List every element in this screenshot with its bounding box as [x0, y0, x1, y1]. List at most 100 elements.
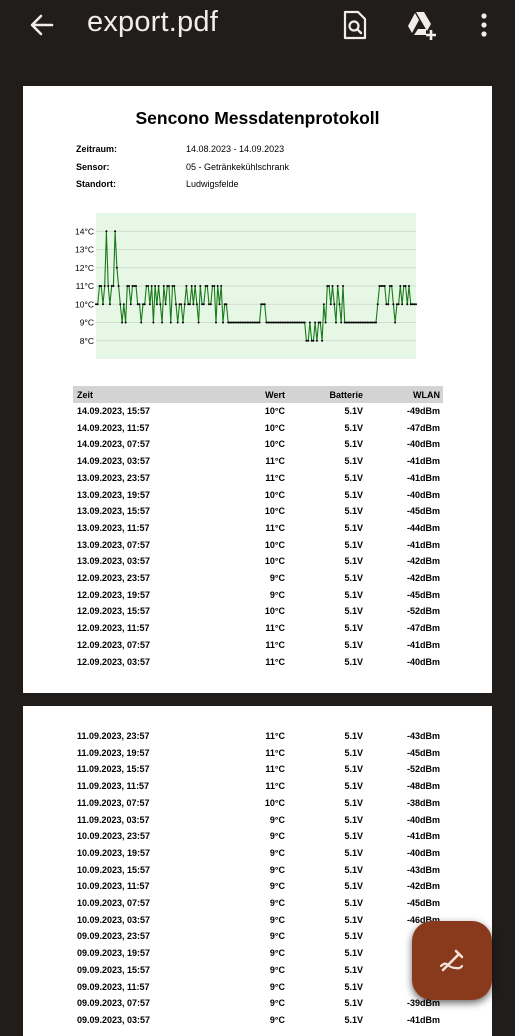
- data-point: [310, 339, 313, 342]
- meta-value: Ludwigsfelde: [186, 179, 239, 189]
- cell-zeit: 12.09.2023, 23:57: [77, 573, 151, 583]
- data-point: [220, 285, 223, 287]
- cell-wert: 9°C: [269, 898, 285, 908]
- meta-value: 14.08.2023 - 14.09.2023: [186, 144, 285, 154]
- y-tick-label: 14°C: [75, 226, 94, 236]
- cell-wert: 9°C: [269, 914, 285, 925]
- data-point: [100, 285, 103, 287]
- data-point: [321, 339, 324, 342]
- data-point: [361, 321, 364, 324]
- data-point: [355, 321, 358, 324]
- table-row: 13.09.2023, 19:57 10°C 5.1V -40dBm: [73, 487, 443, 503]
- cell-wlan: -46dBm: [406, 914, 440, 925]
- data-point: [136, 303, 139, 306]
- cell-zeit: 09.09.2023, 23:57: [77, 931, 151, 942]
- cell-wlan: -45dBm: [406, 506, 440, 517]
- table-row: 11.09.2023, 19:57 11°C 5.1V -45dBm: [73, 745, 443, 761]
- data-point: [296, 321, 299, 324]
- cell-wert: 11°C: [265, 731, 285, 741]
- data-point: [390, 285, 393, 287]
- data-point: [387, 303, 390, 306]
- pdf-page-1[interactable]: Sencono Messdatenprotokoll Zeitraum: 14.…: [23, 86, 492, 693]
- data-point: [121, 321, 124, 324]
- data-point: [308, 321, 311, 324]
- data-point: [96, 303, 99, 306]
- data-point: [340, 321, 343, 324]
- table-row: 13.09.2023, 11:57 11°C 5.1V -44dBm: [73, 520, 443, 536]
- cell-wlan: -44dBm: [406, 522, 440, 533]
- cell-wlan: -38dBm: [406, 797, 440, 808]
- data-point: [395, 303, 398, 306]
- data-point: [303, 321, 306, 324]
- data-point: [148, 303, 151, 306]
- data-point: [129, 303, 132, 306]
- cell-zeit: 11.09.2023, 15:57: [77, 764, 150, 775]
- cell-wlan: -40dBm: [406, 814, 440, 825]
- cell-wlan: -40dBm: [406, 847, 440, 858]
- cell-batterie: 5.1V: [344, 847, 363, 858]
- col-wlan: WLAN: [413, 390, 440, 400]
- col-wert: Wert: [265, 390, 285, 400]
- data-point: [169, 321, 172, 324]
- cell-zeit: 13.09.2023, 03:57: [77, 556, 151, 567]
- cell-wlan: -43dBm: [406, 731, 440, 741]
- data-point: [255, 321, 257, 324]
- table-row: 09.09.2023, 15:579°C5.1V-: [73, 962, 443, 978]
- cell-wert: 9°C: [269, 864, 285, 875]
- data-point: [357, 321, 360, 324]
- data-point: [171, 285, 174, 287]
- edit-fab-button[interactable]: [412, 921, 492, 1000]
- data-point: [362, 321, 365, 324]
- data-point: [251, 321, 254, 324]
- data-point: [180, 303, 183, 306]
- cell-zeit: 12.09.2023, 15:57: [77, 606, 151, 617]
- more-options-icon[interactable]: [467, 8, 501, 42]
- cell-zeit: 12.09.2023, 07:57: [77, 639, 151, 650]
- cell-wlan: -45dBm: [406, 898, 440, 908]
- cell-wert: 10°C: [264, 439, 285, 450]
- data-point: [95, 303, 97, 306]
- data-point: [375, 321, 377, 324]
- table-row: 10.09.2023, 15:57 9°C 5.1V -43dBm: [73, 862, 443, 878]
- data-point: [409, 303, 412, 306]
- data-point: [235, 321, 238, 324]
- table-row: 10.09.2023, 19:57 9°C 5.1V -40dBm: [73, 845, 443, 861]
- cell-batterie: 5.1V: [344, 731, 363, 741]
- data-point: [336, 285, 339, 287]
- data-point: [314, 321, 317, 324]
- add-to-drive-icon[interactable]: [404, 8, 438, 42]
- cell-zeit: 11.09.2023, 19:57: [77, 747, 150, 758]
- cell-batterie: 5.1V: [344, 797, 363, 808]
- data-point: [366, 321, 369, 324]
- table-row: 14.09.2023, 03:57 11°C 5.1V -41dBm: [73, 453, 443, 469]
- data-point: [326, 285, 329, 287]
- data-point: [185, 285, 188, 287]
- cell-batterie: 5.1V: [344, 489, 363, 500]
- cell-wert: 9°C: [269, 981, 285, 992]
- cell-zeit: 14.09.2023, 11:57: [77, 422, 150, 433]
- cell-batterie: 5.1V: [344, 472, 363, 483]
- cell-wert: 10°C: [264, 797, 285, 808]
- cell-wert: 11°C: [265, 456, 285, 467]
- cell-wert: 9°C: [269, 881, 285, 892]
- data-point: [352, 321, 355, 324]
- cell-zeit: 10.09.2023, 23:57: [77, 831, 151, 842]
- data-point: [262, 303, 264, 306]
- data-point: [277, 321, 280, 324]
- table-row: 11.09.2023, 15:57 11°C 5.1V -52dBm: [73, 761, 443, 777]
- data-point: [110, 285, 113, 287]
- data-point: [230, 321, 233, 324]
- data-point: [279, 321, 282, 324]
- data-point: [295, 321, 297, 324]
- document-search-icon[interactable]: [338, 8, 372, 42]
- table-row: 09.09.2023, 11:579°C5.1V-: [73, 979, 443, 995]
- cell-batterie: 5.1V: [344, 814, 363, 825]
- data-point: [307, 339, 310, 342]
- back-arrow-icon[interactable]: [24, 8, 60, 42]
- cell-batterie: 5.1V: [344, 781, 363, 792]
- cell-wlan: -42dBm: [406, 881, 440, 892]
- cell-batterie: 5.1V: [344, 981, 363, 992]
- table-row: 11.09.2023, 07:57 10°C 5.1V -38dBm: [73, 795, 443, 811]
- data-point: [383, 285, 386, 287]
- cell-wert: 9°C: [269, 831, 285, 842]
